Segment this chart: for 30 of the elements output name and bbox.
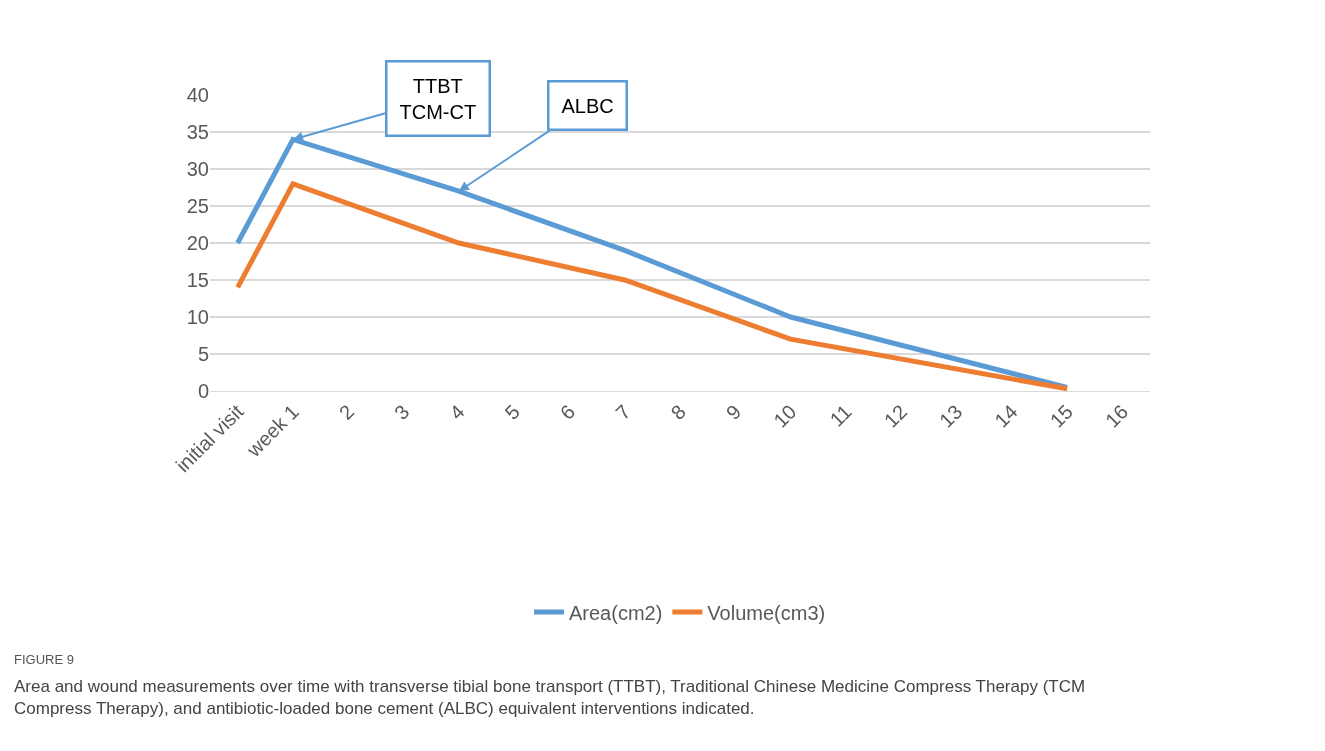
text: Area and wound measurements over time with transverse tibial bone transport (TTBT), Traditional Chinese Medicine Compress Therapy (TCM Compress Therapy), and antibiotic-loaded bone cement (ALBC) equivalent interventions indicated. — [14, 677, 1086, 719]
x-tick-label: 10 — [769, 400, 801, 432]
y-tick-label: 0 — [197, 380, 209, 402]
legend-label: Volume(cm3) — [707, 601, 826, 624]
x-tick-label: 6 — [555, 400, 580, 424]
x-tick-label: 7 — [611, 400, 635, 424]
x-tick-label: 3 — [390, 400, 414, 424]
y-tick-label: 10 — [186, 306, 209, 328]
x-tick-label: 14 — [990, 400, 1022, 432]
y-tick-label: 20 — [186, 232, 209, 254]
y-tick-label: 40 — [186, 84, 209, 106]
annotation: ALBC — [561, 94, 614, 117]
caption: FIGURE 9 — [14, 652, 74, 667]
y-tick-label: 5 — [197, 343, 209, 365]
x-tick-label: 5 — [500, 400, 525, 424]
x-tick-label: 9 — [721, 400, 746, 424]
x-tick-label: 8 — [666, 400, 690, 424]
y-tick-label: 30 — [186, 158, 209, 180]
y-tick-label: 35 — [186, 121, 209, 143]
x-tick-label: 12 — [879, 400, 912, 432]
y-tick-label: 25 — [186, 195, 209, 217]
x-tick-label: 13 — [935, 400, 967, 432]
y-tick-label: 15 — [186, 269, 209, 291]
x-tick-label: 15 — [1045, 400, 1077, 432]
annotation: TTBT TCM-CT — [399, 74, 477, 123]
legend-label: Area(cm2) — [569, 601, 663, 624]
x-tick-label: 11 — [825, 400, 856, 431]
x-tick-label: 16 — [1100, 400, 1133, 432]
x-tick-label: 2 — [334, 400, 359, 424]
x-tick-label: 4 — [445, 400, 469, 424]
